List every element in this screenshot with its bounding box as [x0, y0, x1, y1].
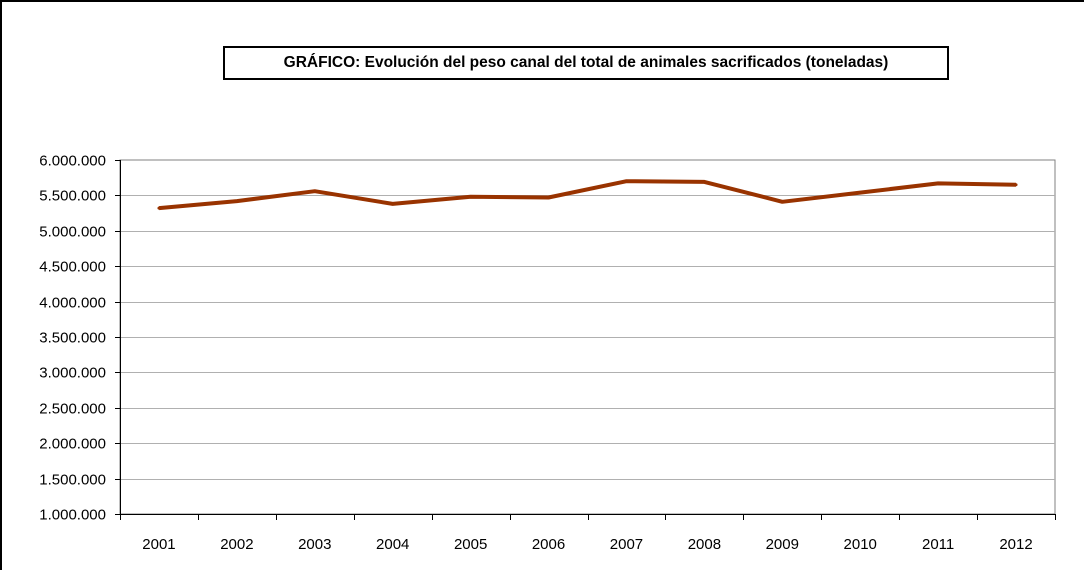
- series-line: [158, 179, 1017, 211]
- data-point: [313, 189, 317, 193]
- data-point: [547, 196, 551, 200]
- y-tick-label: 1.000.000: [39, 507, 106, 524]
- y-tick-label: 6.000.000: [39, 153, 106, 170]
- x-tick-label: 2006: [532, 536, 565, 553]
- x-tick-label: 2010: [844, 536, 877, 553]
- data-point: [469, 195, 473, 199]
- x-tick-label: 2012: [999, 536, 1032, 553]
- data-point: [1014, 183, 1018, 187]
- data-point: [624, 179, 628, 183]
- y-tick-label: 4.500.000: [39, 259, 106, 276]
- data-point: [391, 202, 395, 206]
- x-tick-label: 2008: [688, 536, 721, 553]
- data-point: [235, 199, 239, 203]
- y-tick-label: 3.500.000: [39, 330, 106, 347]
- data-point: [858, 191, 862, 195]
- x-tick-label: 2003: [298, 536, 331, 553]
- x-tick-label: 2011: [922, 536, 954, 553]
- x-tick-label: 2009: [766, 536, 799, 553]
- y-tick-label: 2.000.000: [39, 436, 106, 453]
- x-tick-label: 2001: [142, 536, 175, 553]
- data-point: [780, 200, 784, 204]
- x-tick-label: 2004: [376, 536, 409, 553]
- y-tick-label: 4.000.000: [39, 295, 106, 312]
- x-tick-label: 2002: [220, 536, 253, 553]
- x-tick-label: 2005: [454, 536, 487, 553]
- data-point: [702, 180, 706, 184]
- y-tick-label: 2.500.000: [39, 401, 106, 418]
- data-point: [936, 181, 940, 185]
- y-tick-label: 1.500.000: [39, 472, 106, 489]
- y-tick-label: 3.000.000: [39, 365, 106, 382]
- chart-title: GRÁFICO: Evolución del peso canal del to…: [223, 46, 949, 80]
- y-tick-label: 5.000.000: [39, 224, 106, 241]
- y-tick-label: 5.500.000: [39, 188, 106, 205]
- data-point: [157, 206, 161, 210]
- x-tick-label: 2007: [610, 536, 643, 553]
